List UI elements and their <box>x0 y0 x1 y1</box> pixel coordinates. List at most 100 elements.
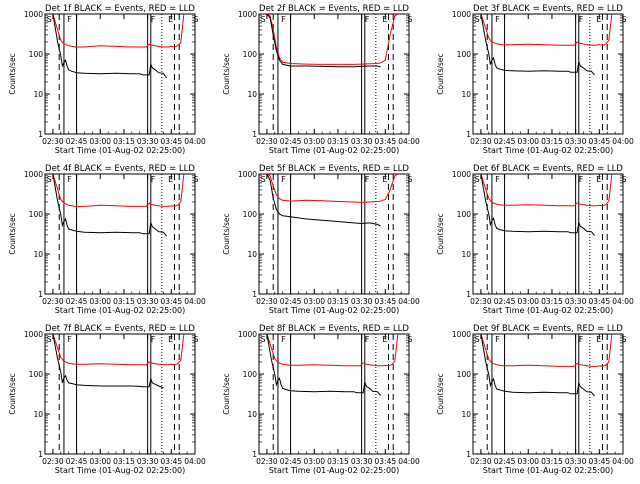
x-axis-label: Start Time (01-Aug-02 02:25:00) <box>269 146 400 155</box>
x-axis-label: Start Time (01-Aug-02 02:25:00) <box>269 306 400 315</box>
chart-title: Det 4f BLACK = Events, RED = LLD <box>45 164 195 174</box>
event-marker-label: F <box>579 175 584 184</box>
y-tick-label: 1000 <box>238 10 257 19</box>
plot-frame <box>258 333 410 455</box>
y-tick-label: 100 <box>243 50 258 59</box>
x-tick-label: 03:00 <box>89 297 111 306</box>
event-marker-label: F <box>365 15 370 24</box>
x-tick-label: 03:45 <box>161 457 183 466</box>
y-axis-label: Counts/sec <box>436 53 445 94</box>
x-tick-label: 03:00 <box>303 297 325 306</box>
event-marker-label: F <box>67 175 72 184</box>
x-tick-label: 02:45 <box>494 297 516 306</box>
y-tick-label: 10 <box>461 250 471 259</box>
x-tick-label: 03:15 <box>113 137 135 146</box>
event-marker-label: S <box>47 335 52 344</box>
event-marker-label: S <box>47 175 52 184</box>
x-tick-label: 03:45 <box>161 297 183 306</box>
x-tick-label: 03:30 <box>351 137 373 146</box>
chart-title: Det 7f BLACK = Events, RED = LLD <box>45 324 195 334</box>
x-tick-label: 04:00 <box>398 297 420 306</box>
chart-title: Det 5f BLACK = Events, RED = LLD <box>259 164 409 174</box>
chart-panel-1: Det 1f BLACK = Events, RED = LLD 1 10 100 10… <box>8 4 206 155</box>
event-marker-label: E <box>168 15 173 24</box>
lld-series-line <box>52 173 185 207</box>
events-series-line <box>480 333 595 397</box>
x-tick-label: 02:45 <box>66 137 88 146</box>
y-tick-label: 10 <box>247 410 257 419</box>
event-marker-label: F <box>281 175 286 184</box>
x-tick-label: 04:00 <box>184 137 206 146</box>
x-tick-label: 03:00 <box>89 137 111 146</box>
x-axis-label: Start Time (01-Aug-02 02:25:00) <box>55 146 186 155</box>
y-tick-label: 10 <box>461 90 471 99</box>
y-axis-label: Counts/sec <box>436 213 445 254</box>
x-tick-label: 03:30 <box>137 137 159 146</box>
x-axis-label: Start Time (01-Aug-02 02:25:00) <box>55 466 186 475</box>
x-tick-label: 03:15 <box>113 297 135 306</box>
event-marker-label: S <box>621 175 626 184</box>
y-tick-label: 1000 <box>24 170 43 179</box>
event-marker-label: S <box>193 175 198 184</box>
x-tick-label: 03:15 <box>327 457 349 466</box>
event-marker-label: E <box>168 335 173 344</box>
x-tick-label: 02:45 <box>494 137 516 146</box>
y-axis-label: Counts/sec <box>222 373 231 414</box>
x-axis-label: Start Time (01-Aug-02 02:25:00) <box>483 466 614 475</box>
x-tick-label: 03:30 <box>137 297 159 306</box>
event-marker-label: E <box>596 335 601 344</box>
x-tick-label: 02:30 <box>470 457 492 466</box>
y-tick-label: 100 <box>29 370 44 379</box>
y-tick-label: 100 <box>29 210 44 219</box>
plot-frame <box>258 13 410 135</box>
x-tick-label: 03:30 <box>565 137 587 146</box>
y-tick-label: 100 <box>457 370 472 379</box>
plot-frame <box>44 173 196 295</box>
event-marker-label: S <box>407 335 412 344</box>
chart-panel-9: Det 9f BLACK = Events, RED = LLD 1 10 100 10… <box>436 324 634 475</box>
events-series-line <box>52 173 167 237</box>
x-tick-label: 02:30 <box>42 297 64 306</box>
y-tick-label: 1 <box>466 450 471 459</box>
y-tick-label: 100 <box>243 210 258 219</box>
x-tick-label: 03:00 <box>517 457 539 466</box>
x-tick-label: 03:30 <box>565 297 587 306</box>
event-marker-label: F <box>495 15 500 24</box>
event-marker-label: S <box>407 15 412 24</box>
x-tick-label: 03:15 <box>113 457 135 466</box>
event-marker-label: F <box>579 15 584 24</box>
x-tick-label: 04:00 <box>398 137 420 146</box>
events-series-line <box>52 333 164 389</box>
x-tick-label: 03:00 <box>517 137 539 146</box>
y-tick-label: 1 <box>466 290 471 299</box>
x-tick-label: 03:15 <box>541 457 563 466</box>
x-tick-label: 04:00 <box>612 457 634 466</box>
x-axis-label: Start Time (01-Aug-02 02:25:00) <box>483 146 614 155</box>
plot-frame <box>258 173 410 295</box>
x-tick-label: 03:45 <box>375 297 397 306</box>
y-tick-label: 1000 <box>452 10 471 19</box>
event-marker-label: F <box>495 175 500 184</box>
x-tick-label: 03:30 <box>351 457 373 466</box>
x-tick-label: 02:30 <box>256 137 278 146</box>
y-axis-label: Counts/sec <box>8 213 17 254</box>
x-tick-label: 04:00 <box>184 457 206 466</box>
event-marker-label: F <box>495 335 500 344</box>
x-tick-label: 03:15 <box>541 297 563 306</box>
event-marker-label: F <box>151 335 156 344</box>
y-tick-label: 1 <box>252 450 257 459</box>
event-marker-label: S <box>261 335 266 344</box>
chart-panel-2: Det 2f BLACK = Events, RED = LLD 1 10 100 10… <box>222 4 420 155</box>
x-tick-label: 02:45 <box>494 457 516 466</box>
x-tick-label: 02:30 <box>470 137 492 146</box>
x-tick-label: 03:15 <box>327 137 349 146</box>
lld-series-line <box>52 13 185 48</box>
chart-title: Det 8f BLACK = Events, RED = LLD <box>259 324 409 334</box>
x-tick-label: 04:00 <box>398 457 420 466</box>
event-marker-label: S <box>621 335 626 344</box>
event-marker-label: S <box>47 15 52 24</box>
event-marker-label: F <box>365 175 370 184</box>
x-axis-label: Start Time (01-Aug-02 02:25:00) <box>269 466 400 475</box>
x-tick-label: 03:30 <box>137 457 159 466</box>
y-tick-label: 100 <box>243 370 258 379</box>
